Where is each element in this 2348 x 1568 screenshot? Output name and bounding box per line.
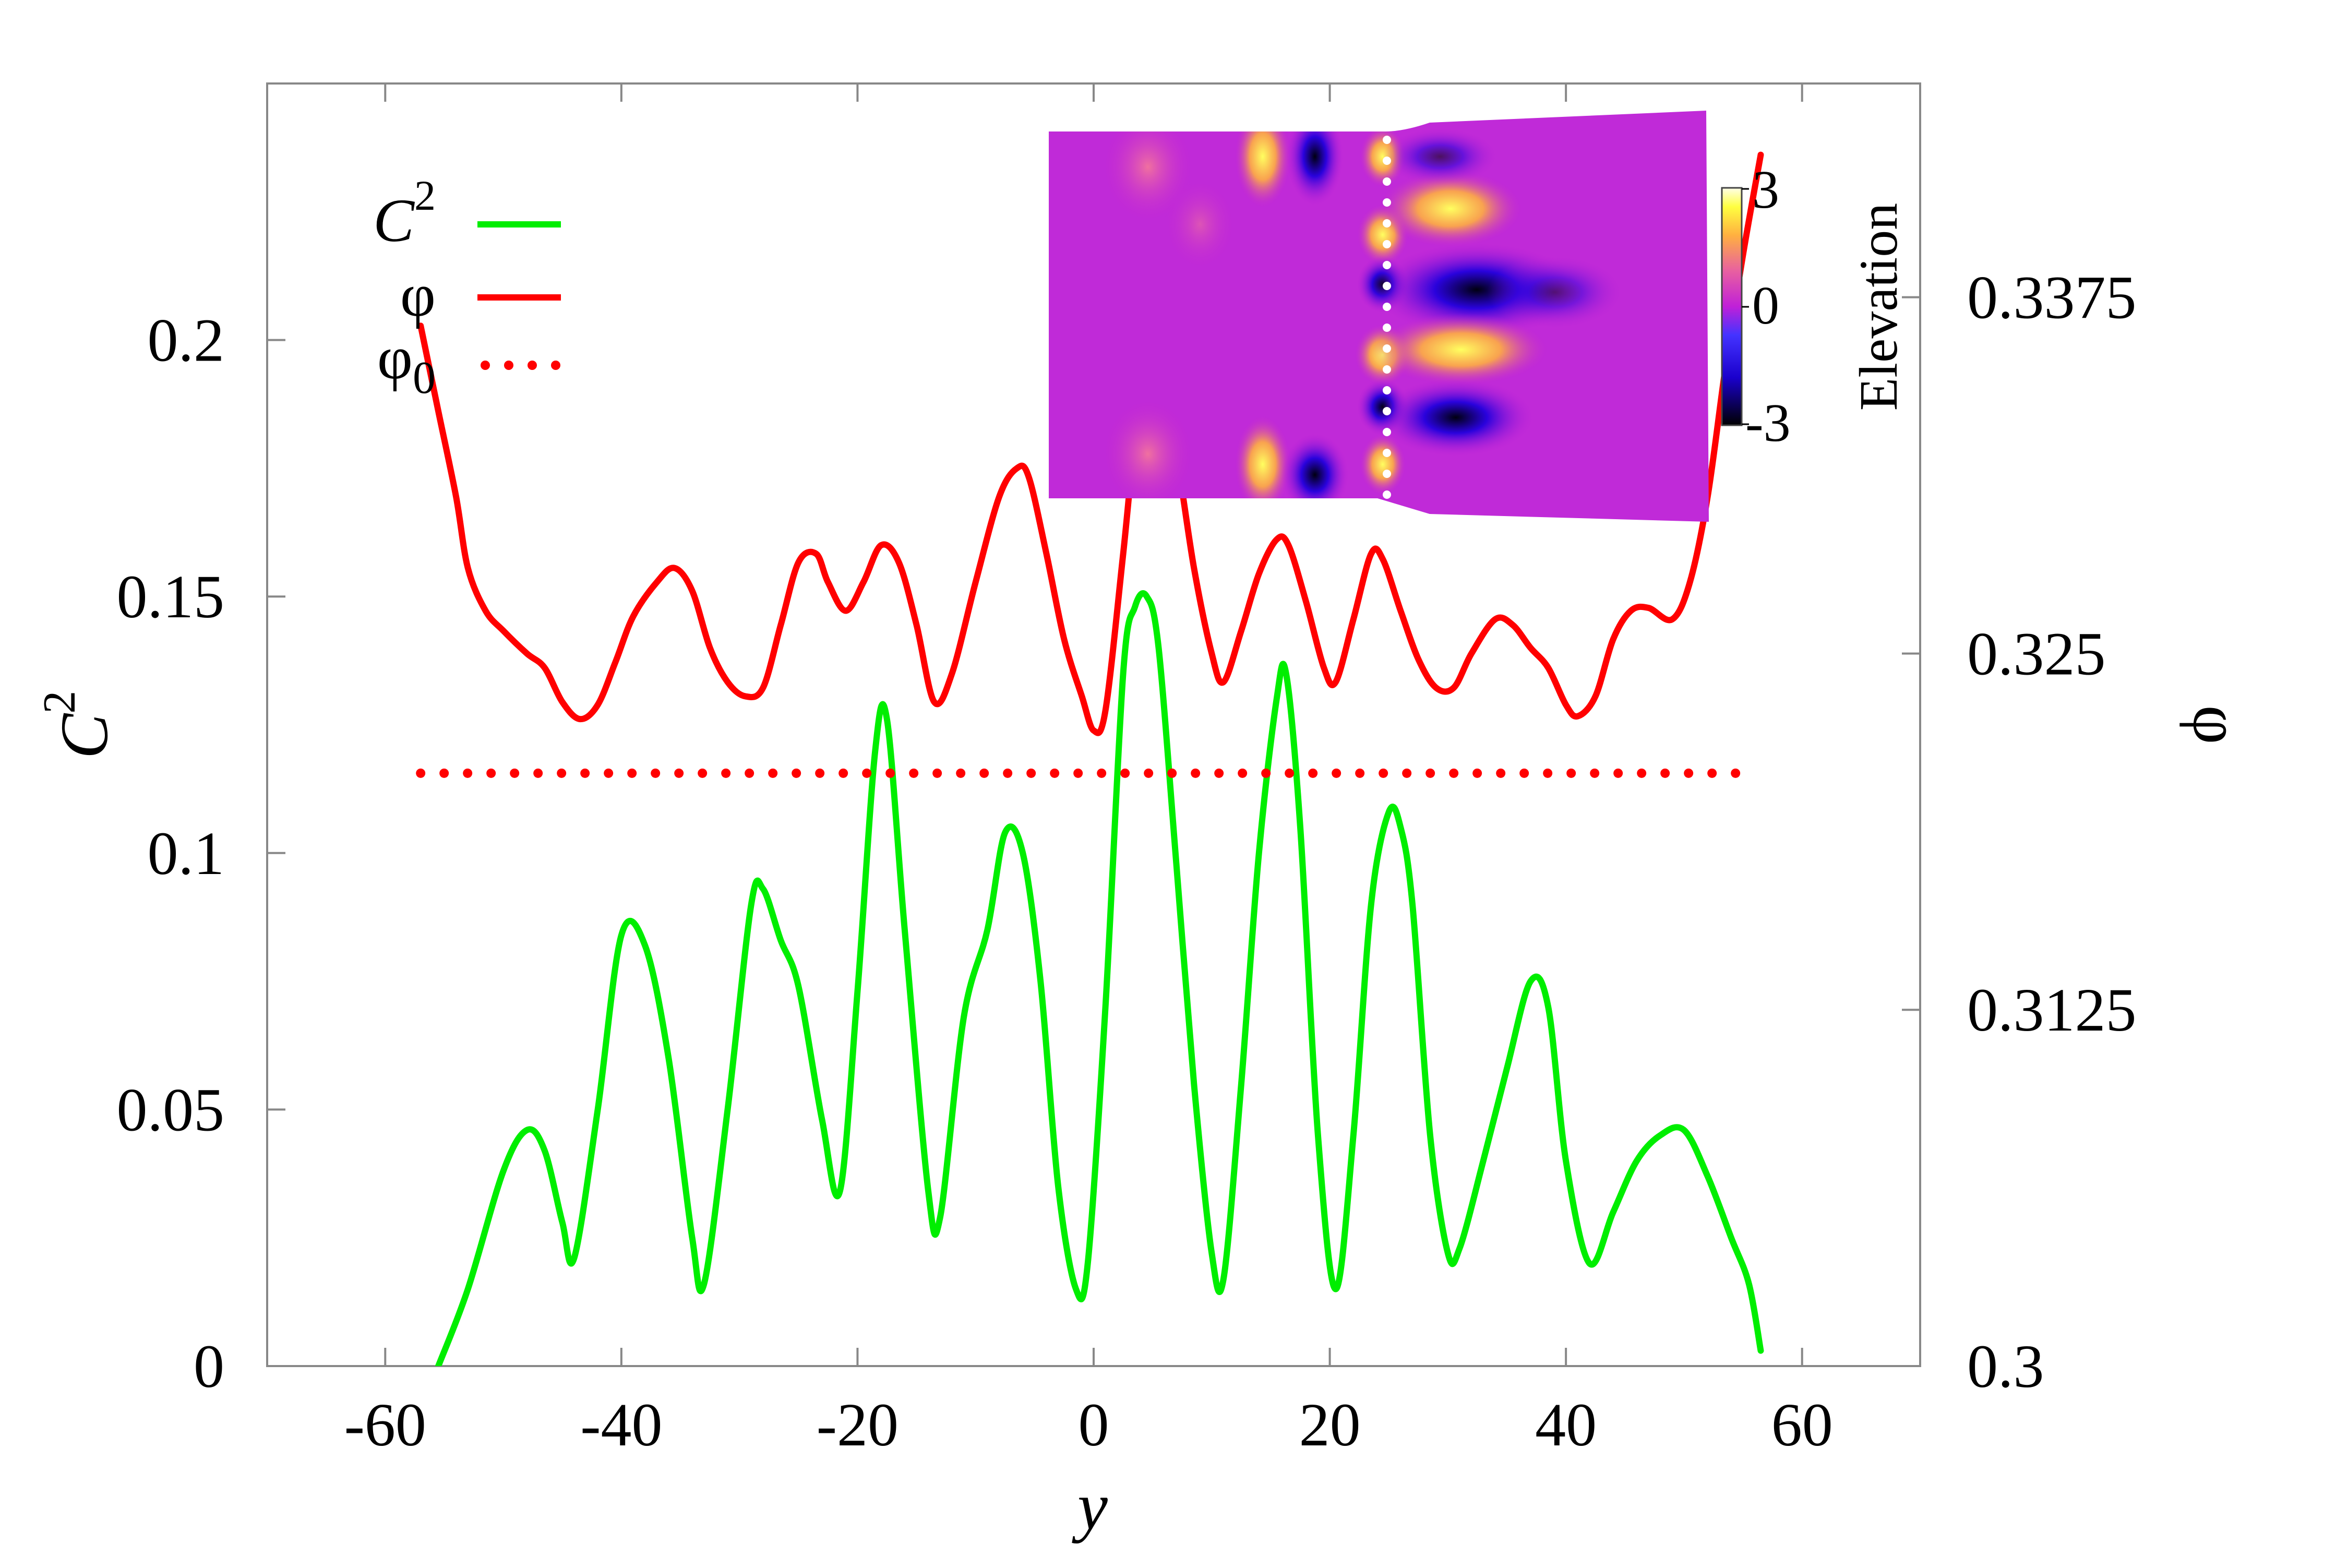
- x-tick-label: 0: [1079, 1391, 1109, 1459]
- colorbar-tick-minus-3: -3: [1745, 393, 1791, 453]
- y2-tick-label: 0.3375: [1967, 264, 2137, 332]
- y2-tick-label: 0.3: [1967, 1332, 2044, 1401]
- x-tick-label: -40: [580, 1391, 662, 1459]
- colorbar-tick-0: 0: [1752, 276, 1779, 336]
- x-tick-label: -60: [344, 1391, 426, 1459]
- y-tick-label: 0.2: [148, 306, 225, 375]
- x-axis-label: y: [1072, 1469, 1108, 1544]
- x-axis: -60 -40 -20 0 20 40 60: [344, 83, 1833, 1459]
- y-tick-label: 0.1: [148, 819, 225, 888]
- x-tick-label: 20: [1299, 1391, 1361, 1459]
- legend-label-phi0: φ0: [377, 324, 436, 403]
- y2-axis-label: φ: [2179, 705, 2254, 744]
- x-tick-label: -20: [817, 1391, 899, 1459]
- y2-tick-label: 0.3125: [1967, 976, 2137, 1044]
- inset-elevation-map: 3 0 -3 Elevation: [1049, 111, 1909, 522]
- y-axis-label-base: C: [47, 713, 122, 759]
- y-tick-label: 0: [194, 1332, 224, 1401]
- colorbar-tick-3: 3: [1752, 160, 1779, 220]
- colorbar-label: Elevation: [1849, 203, 1909, 411]
- legend-label-c2: C2: [373, 172, 436, 255]
- y-tick-label: 0.15: [117, 562, 225, 631]
- y-tick-label: 0.05: [117, 1075, 225, 1144]
- y-axis-label: C2: [34, 691, 122, 759]
- legend: C2 φ φ0: [373, 172, 566, 403]
- x-tick-label: 60: [1771, 1391, 1833, 1459]
- svg-text:φ: φ: [2179, 705, 2254, 744]
- x-tick-label: 40: [1535, 1391, 1597, 1459]
- colorbar: [1721, 187, 1743, 426]
- y-axis-right: 0.3 0.3125 0.325 0.3375: [1902, 264, 2137, 1401]
- series-line-phi: [417, 151, 1764, 736]
- y-axis-label-sup: 2: [34, 691, 85, 714]
- series-line-c2: [435, 590, 1764, 1366]
- legend-label-phi: φ: [400, 261, 436, 329]
- svg-text:C2: C2: [34, 691, 122, 759]
- y-axis-left: 0 0.05 0.1 0.15 0.2: [117, 306, 285, 1401]
- y2-tick-label: 0.325: [1967, 619, 2106, 688]
